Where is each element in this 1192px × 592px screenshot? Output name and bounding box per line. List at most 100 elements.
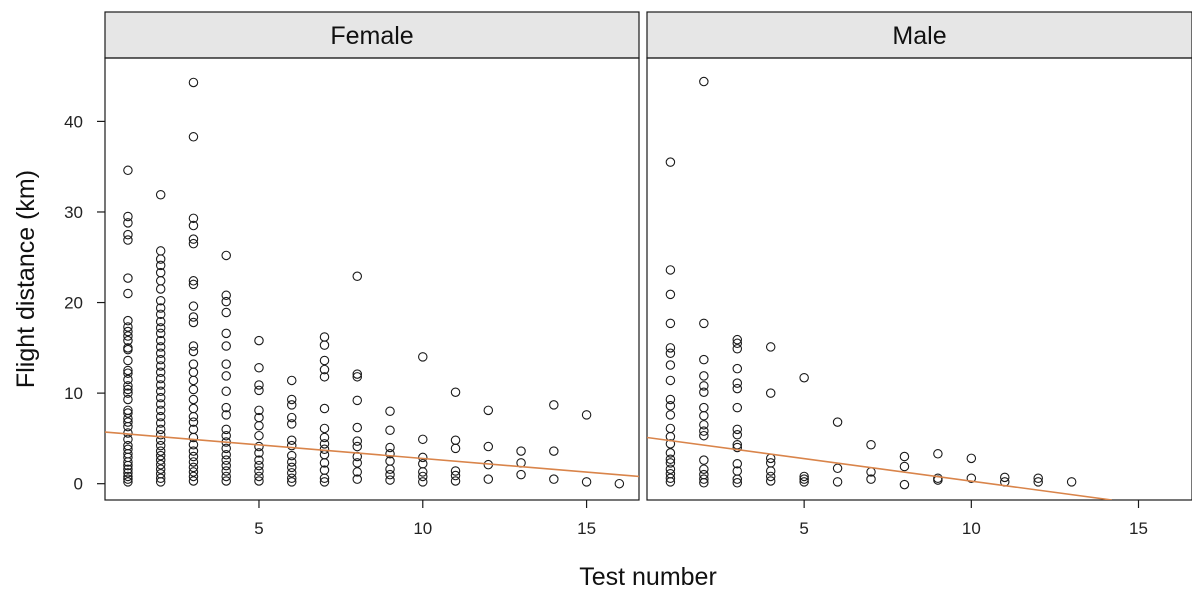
data-point (286, 477, 297, 487)
data-point (665, 473, 676, 484)
data-point (899, 479, 910, 490)
data-point (221, 290, 231, 301)
data-point (123, 381, 133, 391)
data-point (665, 394, 676, 405)
data-point (732, 334, 743, 345)
data-point (155, 361, 166, 371)
data-point (665, 464, 676, 474)
data-point (123, 374, 133, 385)
y-tick-label: 20 (64, 294, 83, 313)
data-point (155, 405, 166, 416)
trend-line (647, 436, 1112, 500)
data-point (155, 303, 166, 313)
data-point (1033, 477, 1043, 487)
data-point (483, 441, 494, 452)
data-point (286, 462, 297, 473)
data-point (732, 383, 743, 394)
data-point (188, 279, 199, 290)
data-point (123, 229, 133, 240)
panel-male: Male 5 10 15 (646, 11, 1192, 538)
data-point (665, 360, 676, 370)
data-point (123, 434, 133, 445)
data-point (254, 335, 264, 346)
y-tick-label: 40 (64, 112, 83, 131)
data-point (1000, 472, 1010, 483)
data-point (665, 454, 676, 464)
data-point (665, 410, 676, 420)
data-point (221, 449, 231, 460)
data-point (254, 466, 264, 476)
strip-label: Male (892, 22, 946, 50)
data-point (450, 476, 461, 486)
data-point (221, 430, 231, 441)
data-point (732, 402, 743, 413)
data-point (155, 323, 166, 333)
data-point (352, 474, 363, 484)
data-point (123, 457, 133, 467)
data-point (699, 402, 709, 413)
data-point (385, 425, 395, 436)
data-point (254, 455, 264, 465)
data-point (188, 317, 199, 328)
data-point (254, 430, 264, 441)
data-point (699, 455, 709, 465)
data-point (123, 460, 133, 471)
data-point (699, 430, 709, 441)
data-point (665, 375, 676, 386)
data-point (699, 464, 709, 474)
data-point (254, 385, 264, 396)
data-point (385, 469, 395, 480)
data-point (188, 234, 199, 244)
data-point (254, 448, 264, 458)
data-point (933, 449, 943, 459)
data-point (516, 446, 526, 456)
data-point (188, 403, 199, 414)
data-point (699, 420, 709, 430)
data-point (123, 474, 133, 484)
data-point (155, 276, 166, 286)
data-point (123, 326, 133, 337)
data-point (450, 443, 461, 454)
data-point (418, 467, 428, 477)
data-point (155, 464, 166, 474)
data-point (221, 341, 231, 351)
data-point (155, 450, 166, 461)
data-point (418, 434, 428, 445)
data-point (665, 348, 676, 359)
data-point (765, 476, 776, 486)
data-point (123, 365, 133, 376)
data-point (123, 408, 133, 418)
data-point (352, 372, 363, 382)
data-point (254, 476, 264, 486)
data-point (221, 371, 231, 381)
data-point (221, 466, 231, 476)
data-point (188, 476, 199, 486)
data-point (765, 471, 776, 482)
data-point (123, 322, 133, 332)
data-point (254, 380, 264, 390)
data-point (123, 335, 133, 346)
data-point (155, 190, 166, 200)
data-point (188, 77, 199, 88)
data-point (352, 271, 363, 282)
data-point (418, 477, 428, 487)
data-point (286, 473, 297, 484)
data-point (699, 381, 709, 391)
data-point (123, 218, 133, 228)
data-point (123, 235, 133, 245)
data-point (319, 473, 330, 484)
data-point (665, 318, 676, 329)
data-point (221, 250, 231, 261)
data-point (899, 461, 910, 472)
data-point (385, 406, 395, 416)
data-point (418, 459, 428, 469)
data-point (665, 458, 676, 468)
y-tick-label: 10 (64, 384, 83, 403)
data-point (899, 451, 910, 462)
x-tick-label: 5 (799, 519, 808, 538)
data-point (123, 417, 133, 427)
data-point (319, 372, 330, 382)
data-points (123, 77, 625, 489)
trend-line (105, 431, 639, 478)
